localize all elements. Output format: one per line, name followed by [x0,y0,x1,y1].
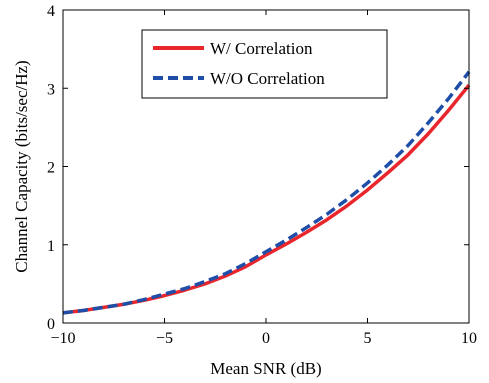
y-tick-label: 2 [47,160,55,177]
y-tick-label: 3 [47,81,55,98]
y-tick-label: 4 [47,3,55,20]
y-axis-label: Channel Capacity (bits/sec/Hz) [12,60,31,272]
x-tick-label: −10 [50,330,75,347]
legend-label-w-correlation: W/ Correlation [210,39,313,58]
x-tick-label: 0 [262,330,270,347]
x-tick-label: −5 [156,330,173,347]
legend-box [141,29,388,99]
legend: W/ Correlation W/O Correlation [141,29,388,99]
x-tick-label: 5 [364,330,372,347]
series-layer [62,70,471,315]
series-line-1 [62,70,471,315]
y-tick-label: 0 [47,316,55,333]
x-axis-label: Mean SNR (dB) [210,359,321,378]
y-tick-label: 1 [47,238,55,255]
legend-label-wo-correlation: W/O Correlation [210,69,325,88]
x-tick-label: 10 [461,330,477,347]
tick-layer: −10 −5 0 5 10 0 1 2 3 4 [47,3,477,347]
